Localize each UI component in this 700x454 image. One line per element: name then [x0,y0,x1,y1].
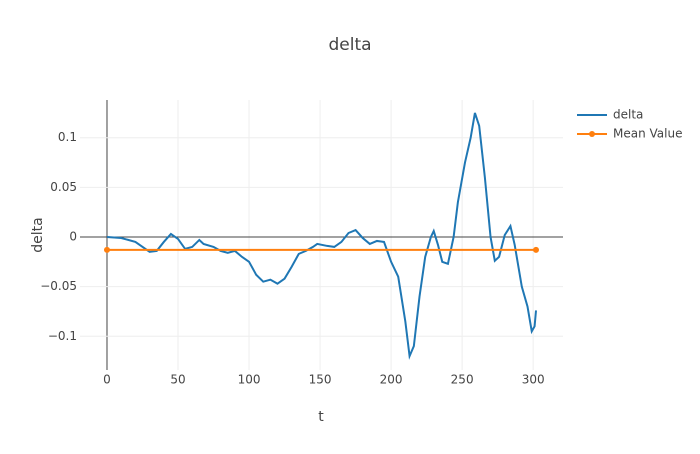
x-axis-title: t [318,409,324,425]
chart-title: delta [328,35,371,55]
y-tick-label: −0.1 [48,329,77,343]
x-tick-label: 300 [522,373,545,387]
y-axis-title: delta [30,217,46,252]
x-tick-label: 200 [380,373,403,387]
x-tick-label: 250 [451,373,474,387]
y-tick-label: 0 [69,229,77,243]
legend-marker [589,131,595,137]
legend-label: Mean Value [613,127,682,141]
x-tick-label: 0 [103,373,111,387]
y-tick-label: −0.05 [40,279,77,293]
x-tick-label: 50 [170,373,185,387]
data-point [533,246,540,253]
legend-label: delta [613,108,643,122]
x-tick-label: 100 [238,373,261,387]
data-point [103,246,110,253]
y-tick-label: 0.05 [50,180,77,194]
data-line [106,112,538,360]
y-tick-label: 0.1 [58,130,77,144]
x-tick-label: 150 [309,373,332,387]
